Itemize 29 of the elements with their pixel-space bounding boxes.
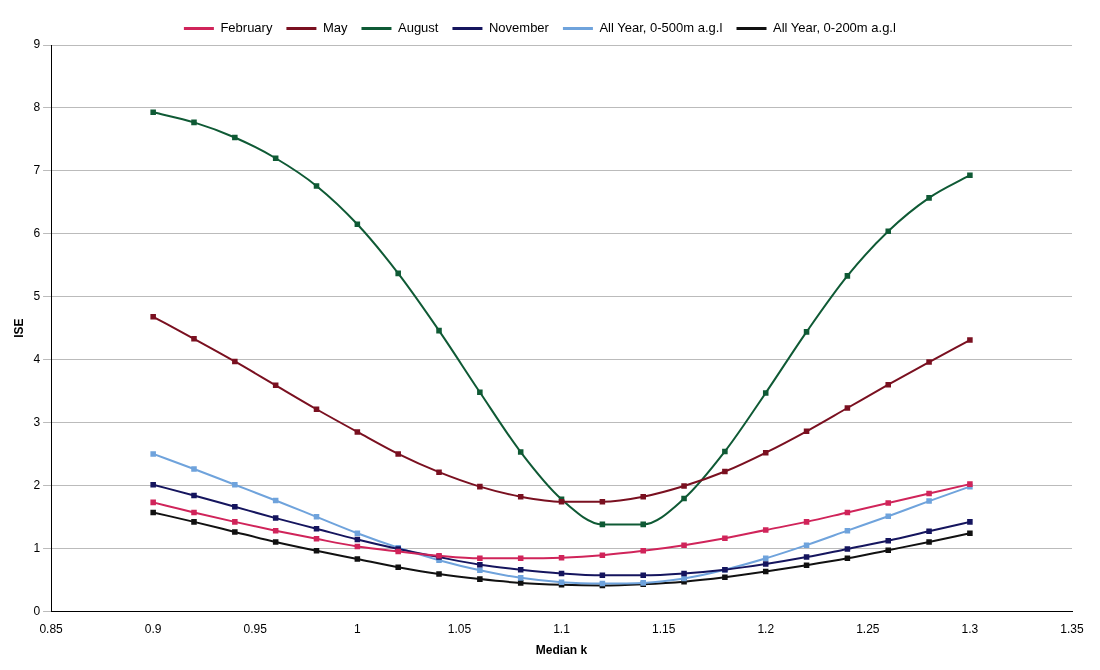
y-tick-label: 6 [33, 226, 41, 241]
y-tick-label: 9 [33, 37, 41, 52]
y-tick-label: 7 [33, 163, 41, 178]
x-tick-label: 0.9 [144, 621, 162, 636]
legend-label: November [488, 20, 550, 36]
legend-label: February [220, 20, 273, 36]
y-tick-label: 4 [33, 351, 41, 366]
legend-label: All Year, 0-500m a.g.l [599, 20, 723, 36]
y-tick-label: 5 [33, 288, 41, 303]
x-tick-label: 0.85 [39, 621, 64, 636]
y-tick-label: 8 [33, 100, 41, 115]
legend-label: August [397, 20, 439, 36]
legend-label: All Year, 0-200m a.g.l [773, 20, 896, 36]
y-tick-label: 2 [33, 477, 41, 492]
legend-label: May [322, 20, 348, 36]
x-tick-label: 1 [354, 621, 362, 636]
y-tick-label: 0 [33, 603, 41, 618]
x-axis-title: Median k [535, 643, 588, 658]
x-tick-label: 1.35 [1060, 621, 1084, 636]
x-tick-label: 1.2 [757, 621, 775, 636]
y-tick-label: 1 [33, 540, 41, 555]
x-tick-label: 1.05 [447, 621, 472, 636]
x-tick-label: 1.1 [553, 621, 571, 636]
x-tick-label: 1.25 [856, 621, 880, 636]
y-tick-label: 3 [33, 414, 41, 429]
x-tick-label: 0.95 [243, 621, 268, 636]
x-tick-label: 1.15 [651, 621, 676, 636]
x-tick-label: 1.3 [961, 621, 979, 636]
y-axis-title: ISE [11, 318, 26, 338]
